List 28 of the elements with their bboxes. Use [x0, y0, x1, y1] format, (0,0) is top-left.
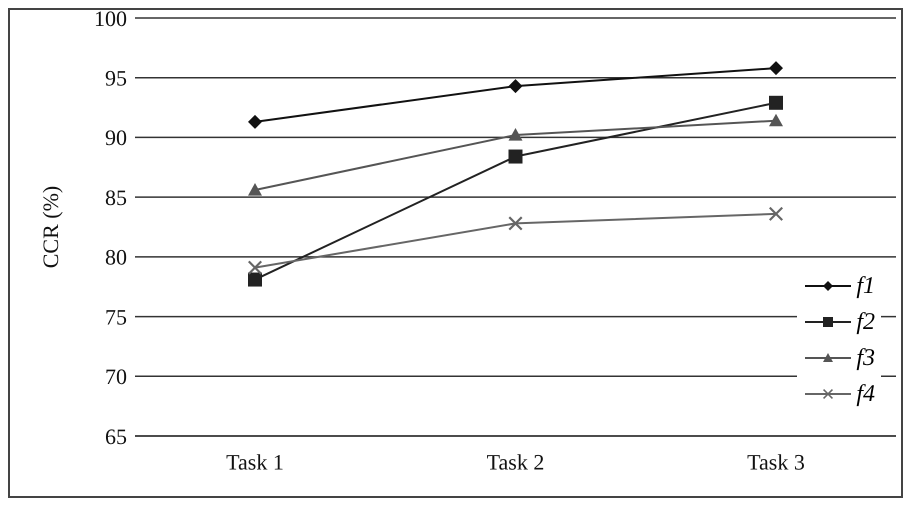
x-tick-label: Task 3 — [747, 450, 805, 475]
y-tick-label: 85 — [105, 184, 127, 210]
y-tick-label: 70 — [105, 364, 127, 390]
point — [769, 114, 783, 126]
point — [248, 260, 262, 275]
legend-label: f4 — [856, 380, 875, 408]
point — [508, 79, 522, 94]
y-tick-label: 100 — [94, 6, 127, 31]
point — [769, 206, 783, 221]
y-tick-label: 75 — [105, 304, 127, 330]
point — [769, 96, 783, 110]
point — [248, 182, 262, 196]
point — [508, 216, 522, 230]
legend-label: f3 — [856, 344, 875, 372]
point — [769, 61, 783, 76]
legend-label: f1 — [856, 272, 875, 300]
legend-label: f2 — [856, 308, 875, 336]
point — [508, 150, 522, 164]
point — [508, 128, 522, 141]
x-tick-label: Task 2 — [486, 450, 544, 475]
y-axis-title: CCR (%) — [38, 186, 63, 268]
y-tick-label: 80 — [105, 244, 127, 270]
point — [248, 272, 262, 287]
y-tick-label: 65 — [105, 424, 127, 449]
y-tick-label: 90 — [105, 125, 127, 150]
point — [248, 114, 262, 129]
y-tick-label: 95 — [105, 66, 127, 91]
x-tick-label: Task 1 — [226, 450, 284, 475]
